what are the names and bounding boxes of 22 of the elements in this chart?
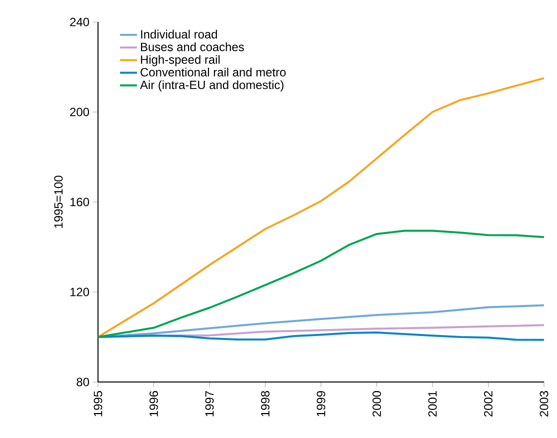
x-tick-label: 1998 <box>261 391 270 416</box>
y-tick-label: 160 <box>70 198 90 206</box>
legend-label: Air (intra-EU and domestic) <box>140 80 284 92</box>
x-tick-label: 1996 <box>150 391 158 416</box>
legend-label: High-speed rail <box>141 55 220 66</box>
x-tick-label: 2002 <box>484 391 492 417</box>
y-tick-label: 240 <box>70 18 90 26</box>
y-tick-label: 120 <box>70 288 90 296</box>
y-tick-label: 80 <box>76 378 90 386</box>
legend-label: Buses and coaches <box>141 42 244 52</box>
legend-label: Conventional rail and metro <box>140 68 286 76</box>
y-axis-title: 1995=100 <box>54 176 63 228</box>
y-tick-label: 200 <box>70 108 90 116</box>
x-tick-label: 2000 <box>372 390 381 417</box>
line-series <box>98 77 544 338</box>
x-tick-label: 2001 <box>428 391 437 417</box>
x-tick-label: 1997 <box>205 391 214 416</box>
x-tick-label: 1999 <box>316 391 326 416</box>
legend-label: Individual road <box>141 30 217 39</box>
x-tick-label: 1995 <box>94 391 102 416</box>
line-series <box>98 230 544 338</box>
x-tick-label: 2003 <box>540 391 548 417</box>
